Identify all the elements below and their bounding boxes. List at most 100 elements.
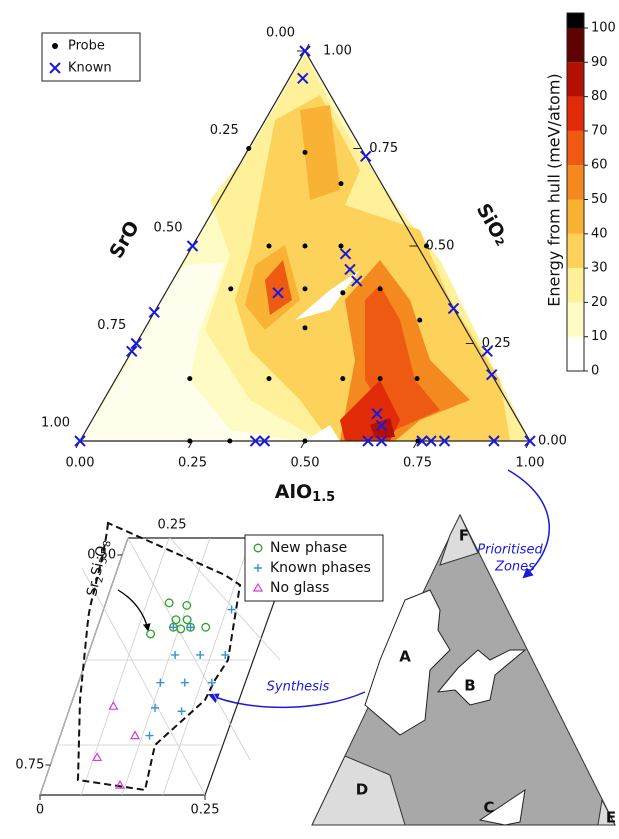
new-phase-point xyxy=(171,615,181,625)
new-phase-point xyxy=(182,615,192,625)
tick-label: 0.00 xyxy=(266,26,295,41)
colorbar-band xyxy=(567,62,584,97)
known-phase-point xyxy=(196,650,205,659)
data-layer: 0.00 0.25 0.50 0.75 1.00 0.00 0.25 0.50 0.75 1.00… xyxy=(15,12,616,818)
zoom-legend-box xyxy=(244,534,384,602)
probe-point xyxy=(302,438,308,444)
axis-label-sub: 1.5 xyxy=(312,490,335,505)
colorbar-band xyxy=(567,96,584,131)
known-phase-point xyxy=(171,650,180,659)
new-phase-point xyxy=(201,622,211,632)
colorbar-tick-label: 10 xyxy=(591,329,608,344)
known-point xyxy=(360,150,372,163)
probe-point xyxy=(377,376,383,382)
arrow xyxy=(507,469,551,579)
no-glass-point xyxy=(129,730,141,740)
no-glass-point xyxy=(114,779,126,789)
known-point xyxy=(74,435,86,447)
known-point xyxy=(272,287,284,299)
zone-label: B xyxy=(464,677,475,695)
new-phase-point xyxy=(182,600,192,610)
colorbar-tick-label: 100 xyxy=(591,21,616,36)
arrow-label: Synthesis xyxy=(267,680,330,695)
known-point xyxy=(297,72,309,85)
colorbar-extension xyxy=(567,13,584,28)
probe-point xyxy=(424,243,429,249)
known-phase-point xyxy=(180,678,189,687)
colorbar-tick-label: 70 xyxy=(591,123,608,138)
legend-box xyxy=(41,32,141,82)
known-phase-point xyxy=(254,564,262,572)
known-point xyxy=(486,368,498,381)
new-phase-point xyxy=(176,624,186,634)
probe-point xyxy=(228,286,234,292)
known-point xyxy=(524,435,536,447)
axis-label-main: AlO xyxy=(275,481,312,503)
tick-label: 0.00 xyxy=(66,456,95,471)
axis-label: SrO xyxy=(105,217,144,262)
tick-label: 0.75 xyxy=(97,318,126,333)
colorbar-band xyxy=(567,130,584,166)
tick-label: 1.00 xyxy=(323,44,352,59)
phase-label-part: 8 xyxy=(102,540,114,549)
probe-point xyxy=(340,290,346,296)
probe-point xyxy=(227,438,233,444)
probe-point xyxy=(266,376,272,382)
phase-label-part: 3 xyxy=(98,557,110,566)
known-point xyxy=(186,240,199,252)
arrow-label: Zones xyxy=(494,560,535,575)
probe-point xyxy=(338,243,344,249)
probe-point xyxy=(246,146,252,151)
tick-label: 0.50 xyxy=(426,239,455,254)
tick-label: 0.00 xyxy=(538,434,567,449)
axis-label: SiO₂ xyxy=(472,200,513,250)
contours xyxy=(80,51,530,441)
known-point xyxy=(481,345,493,358)
colorbar-tick-label: 90 xyxy=(591,55,608,70)
tick-label: 0.25 xyxy=(158,518,187,533)
tick-label: 0.75 xyxy=(15,758,44,773)
colorbar-band xyxy=(567,336,584,371)
no-glass-point xyxy=(252,582,264,592)
probe-point xyxy=(302,243,308,249)
known-phase-point xyxy=(177,707,186,716)
known-point xyxy=(299,45,311,57)
probe-point xyxy=(340,376,346,382)
colorbar-tick-label: 80 xyxy=(591,89,608,104)
zone-label: A xyxy=(399,648,411,666)
zoom-legend-label: Known phases xyxy=(270,560,371,576)
known-phase-point xyxy=(207,678,216,687)
probe-point xyxy=(302,149,308,155)
zone-label: D xyxy=(356,781,368,799)
tick-label: 0.25 xyxy=(191,803,220,818)
zone-label: E xyxy=(606,809,616,827)
tick-label: 0 xyxy=(36,803,44,818)
phase-label: Sr2Si3O8 xyxy=(84,538,114,598)
known-phase-point xyxy=(186,623,195,632)
tick-label: 1.00 xyxy=(516,456,545,471)
known-point xyxy=(351,275,363,287)
probe-point xyxy=(187,438,193,444)
colorbar-tick-label: 30 xyxy=(591,261,608,276)
new-phase-point xyxy=(253,543,263,553)
known-phase-point xyxy=(156,678,165,687)
colorbar-band xyxy=(567,28,584,63)
colorbar-frame xyxy=(566,12,585,372)
known-point xyxy=(488,435,500,447)
known-point xyxy=(126,345,138,358)
phase-label-part: O xyxy=(93,544,111,558)
zoom-legend-label: New phase xyxy=(270,540,347,556)
known-point xyxy=(416,435,428,447)
probe-point xyxy=(187,376,193,382)
known-phase-point xyxy=(169,623,178,632)
probe-point xyxy=(377,286,383,292)
tick-label: 0.75 xyxy=(403,456,432,471)
known-point xyxy=(339,248,352,260)
known-point xyxy=(249,435,262,447)
probe-point xyxy=(415,438,421,444)
known-point xyxy=(375,419,388,432)
known-point xyxy=(258,435,271,447)
new-phase-point xyxy=(146,629,156,639)
known-point xyxy=(362,435,374,447)
